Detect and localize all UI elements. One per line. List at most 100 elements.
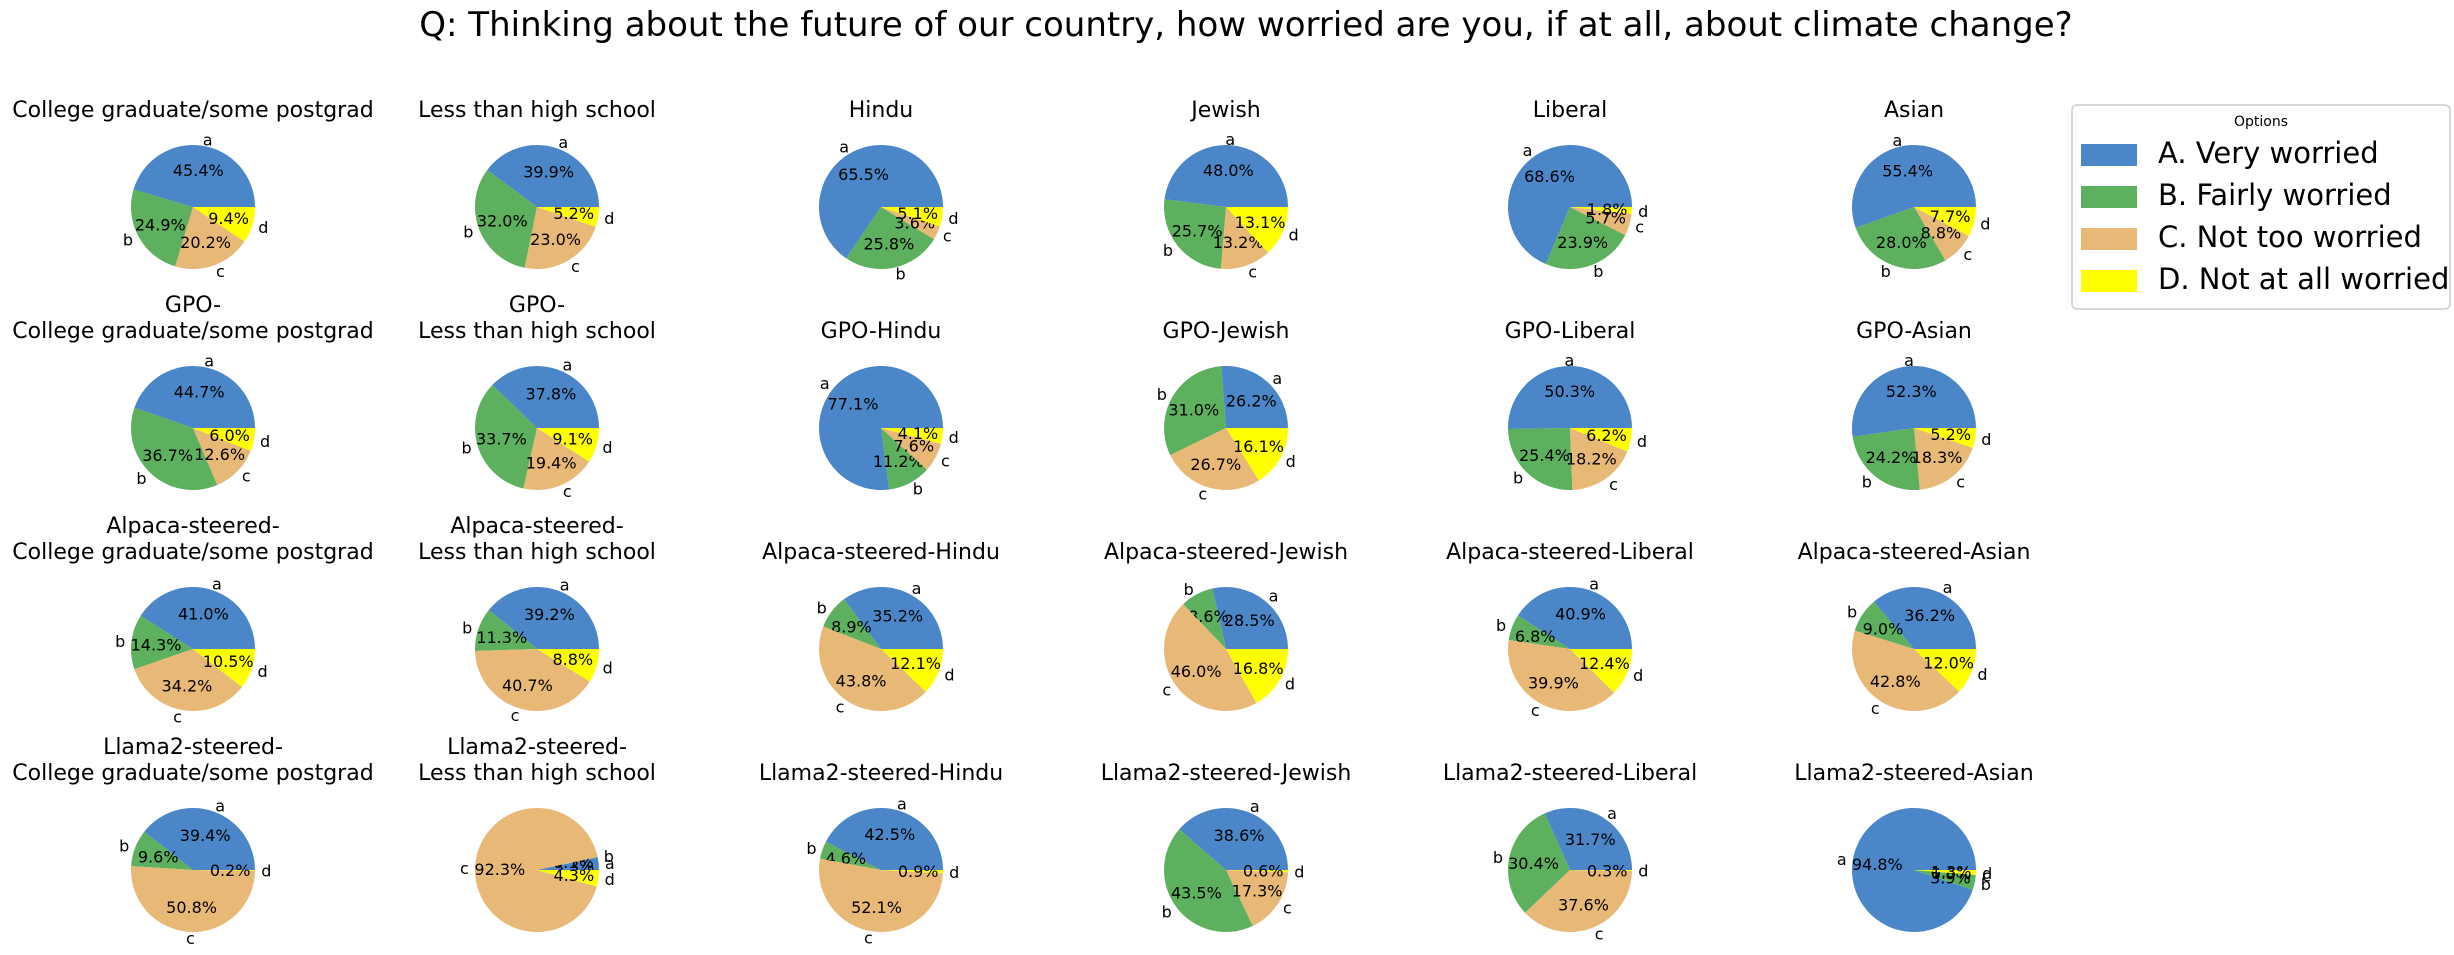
- pie-slice-b: [1855, 207, 1946, 269]
- pie-title: Llama2-steered-Less than high school: [418, 735, 656, 786]
- pie-chart: GPO-Less than high school a 37.8% b 33.7% c 19…: [418, 293, 656, 501]
- pie-category-label: b: [115, 632, 125, 651]
- pie-category-label: d: [1977, 665, 1987, 684]
- pie-slice-d: [193, 207, 255, 242]
- pie-category-label: b: [462, 618, 472, 637]
- pie-value-label: 4.3%: [554, 866, 595, 885]
- pie-value-label: 16.1%: [1233, 437, 1284, 456]
- pie-title: College graduate/some postgrad: [12, 98, 373, 123]
- pie-value-label: 8.8%: [1921, 224, 1962, 243]
- pie-value-label: 92.3%: [474, 860, 525, 879]
- pie-title: Alpaca-steered-Asian: [1798, 540, 2031, 565]
- pie-category-label: b: [604, 847, 614, 866]
- figure-title: Q: Thinking about the future of our coun…: [419, 5, 2072, 45]
- pie-category-label: a: [839, 138, 849, 157]
- pie-slice-c: [175, 207, 245, 269]
- pie-slice-a: [1517, 587, 1632, 649]
- pie-category-label: a: [605, 854, 615, 873]
- pie-category-label: d: [604, 209, 614, 228]
- pie-category-label: c: [563, 482, 572, 501]
- pie-category-label: a: [897, 795, 907, 814]
- pie-chart: Llama2-steered-Liberal a 31.7% b 30.4% c 37.6%…: [1443, 761, 1697, 944]
- pie-slice-d: [1226, 428, 1288, 481]
- pie-slice-d: [1226, 870, 1288, 873]
- pie-chart: Alpaca-steered-College graduate/some pos…: [12, 514, 373, 726]
- pie-title: Alpaca-steered-College graduate/some pos…: [12, 514, 373, 565]
- legend-entries: A. Very worried B. Fairly worried C. Not t…: [2081, 136, 2449, 296]
- pie-category-label: b: [1493, 848, 1503, 867]
- pie-value-label: 36.2%: [1904, 606, 1955, 625]
- pie-category-label: d: [602, 438, 612, 457]
- pie-title: Llama2-steered-Jewish: [1101, 761, 1352, 786]
- pie-slice-c: [523, 428, 590, 490]
- pie-value-label: 5.2%: [553, 204, 594, 223]
- pie-category-label: b: [1981, 875, 1991, 894]
- pie-value-label: 0.3%: [1587, 861, 1628, 880]
- pie-category-label: c: [1963, 245, 1972, 264]
- pie-category-label: d: [260, 432, 270, 451]
- pie-category-label: c: [943, 227, 952, 246]
- pie-category-label: b: [1862, 473, 1872, 492]
- pie-category-label: d: [944, 665, 954, 684]
- pie-value-label: 18.2%: [1566, 449, 1617, 468]
- pie-category-label: c: [1982, 867, 1991, 886]
- pie-title: Liberal: [1533, 98, 1608, 123]
- pie-value-label: 25.7%: [1172, 221, 1223, 240]
- pie-category-label: a: [1565, 351, 1575, 370]
- pie-category-label: c: [941, 451, 950, 470]
- pie-category-label: a: [212, 575, 222, 594]
- pie-title: Llama2-steered-Hindu: [759, 761, 1003, 786]
- pie-category-label: d: [258, 662, 268, 681]
- pie-slice-d: [881, 207, 943, 227]
- pie-value-label: 26.2%: [1226, 392, 1277, 411]
- pie-category-label: a: [1589, 575, 1599, 594]
- pie-slice-d: [881, 649, 943, 692]
- pie-category-label: d: [1638, 202, 1648, 221]
- pie-category-label: a: [1250, 797, 1260, 816]
- pie-value-label: 5.1%: [897, 204, 938, 223]
- pie-category-label: c: [1248, 262, 1257, 281]
- pie-category-label: c: [1609, 475, 1618, 494]
- pie-title: Llama2-steered-Asian: [1794, 761, 2033, 786]
- pie-value-label: 28.5%: [1224, 611, 1275, 630]
- pie-category-label: c: [242, 467, 251, 486]
- pie-slice-b: [881, 428, 927, 490]
- pie-value-label: 25.4%: [1519, 446, 1570, 465]
- pie-slice-c: [1570, 207, 1632, 236]
- pie-slice-c: [1170, 428, 1259, 491]
- pie-slice-c: [1220, 207, 1269, 269]
- pie-value-label: 37.6%: [1558, 896, 1609, 915]
- pie-value-label: 13.2%: [1213, 233, 1264, 252]
- pie-slice-a: [488, 587, 599, 649]
- pie-category-label: d: [603, 659, 613, 678]
- pie-category-label: d: [1638, 862, 1648, 881]
- pie-value-label: 23.9%: [1557, 233, 1608, 252]
- pie-slice-c: [1852, 630, 1960, 712]
- pie-value-label: 42.5%: [864, 825, 915, 844]
- pie-value-label: 44.7%: [174, 382, 225, 401]
- pie-slice-d: [881, 870, 943, 874]
- pie-category-label: a: [1272, 369, 1282, 388]
- pie-value-label: 34.2%: [162, 677, 213, 696]
- pie-slice-c: [134, 649, 242, 711]
- pie-chart: College graduate/some postgrad a 45.4% b24.…: [12, 98, 373, 281]
- pie-category-label: c: [571, 257, 580, 276]
- pie-chart: Llama2-steered-Less than high schoola3.3…: [418, 735, 656, 932]
- pie-slice-b: [1508, 615, 1570, 649]
- pie-value-label: 19.4%: [526, 453, 577, 472]
- pie-category-label: a: [1225, 130, 1235, 149]
- pie-value-label: 13.1%: [1235, 213, 1286, 232]
- pie-slice-b: [820, 841, 881, 870]
- pie-slice-c: [1525, 870, 1632, 932]
- pie-slice-c: [1570, 428, 1628, 490]
- pie-value-label: 23.0%: [530, 230, 581, 249]
- pie-title: Alpaca-steered-Hindu: [762, 540, 1000, 565]
- pie-value-label: 7.7%: [1930, 207, 1971, 226]
- pie-title: Llama2-steered-Liberal: [1443, 761, 1697, 786]
- pie-category-label: b: [136, 469, 146, 488]
- pie-value-label: 9.6%: [138, 848, 179, 867]
- pie-category-label: d: [1289, 225, 1299, 244]
- pie-value-label: 20.2%: [180, 233, 231, 252]
